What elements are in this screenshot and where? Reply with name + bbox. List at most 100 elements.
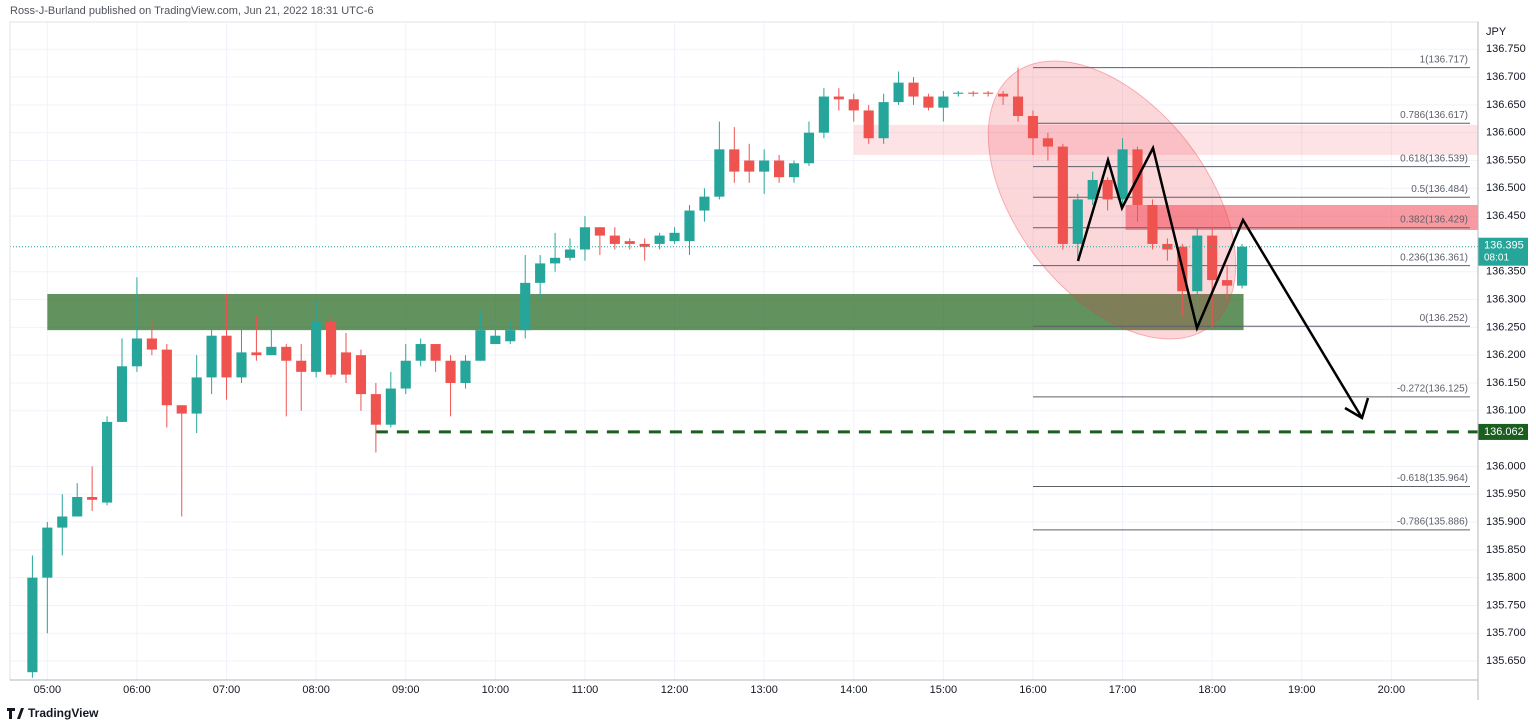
candle-body xyxy=(1027,116,1039,139)
zones xyxy=(47,124,1478,331)
candle-body xyxy=(221,335,232,378)
x-tick-label: 17:00 xyxy=(1109,684,1137,696)
candle-body xyxy=(311,321,322,372)
candle-body xyxy=(87,497,98,500)
y-tick-label: 136.300 xyxy=(1486,293,1526,305)
y-tick-label: 136.350 xyxy=(1486,266,1526,278)
x-tick-label: 18:00 xyxy=(1198,684,1226,696)
target-price-label: 136.062 xyxy=(1484,426,1524,438)
x-tick-label: 06:00 xyxy=(123,684,151,696)
candle-body xyxy=(57,516,68,528)
candle-body xyxy=(236,352,247,378)
fib-label: 0.5(136.484) xyxy=(1411,184,1468,195)
candle-body xyxy=(146,338,157,350)
candle-body xyxy=(654,235,665,244)
candle-body xyxy=(803,132,815,164)
zone xyxy=(47,293,1244,331)
y-tick-label: 135.700 xyxy=(1486,627,1526,639)
candle-body xyxy=(400,360,411,389)
x-tick-label: 05:00 xyxy=(34,684,62,696)
candle-body xyxy=(161,349,172,406)
y-tick-label: 135.950 xyxy=(1486,488,1526,500)
candle-body xyxy=(624,241,635,244)
y-tick-label: 136.100 xyxy=(1486,405,1526,417)
y-tick-label: 136.500 xyxy=(1486,182,1526,194)
axes: 136.750 136.700 136.650 136.600 136.550 136.5… xyxy=(34,43,1528,696)
candle-body xyxy=(445,360,456,383)
y-tick-label: 135.750 xyxy=(1486,599,1526,611)
arrow-head xyxy=(1344,397,1370,420)
candle-body xyxy=(191,377,202,414)
x-tick-label: 16:00 xyxy=(1019,684,1047,696)
candle-body xyxy=(1042,138,1053,147)
candle-body xyxy=(415,344,426,361)
candle-body xyxy=(251,352,262,356)
fib-label: 0.236(136.361) xyxy=(1400,252,1468,263)
candle-body xyxy=(923,96,934,108)
y-tick-label: 136.450 xyxy=(1486,210,1526,222)
y-tick-label: 136.000 xyxy=(1486,460,1526,472)
x-tick-label: 10:00 xyxy=(482,684,510,696)
candle-body xyxy=(968,92,979,94)
y-tick-label: 136.250 xyxy=(1486,321,1526,333)
candle-body xyxy=(176,405,187,414)
fib-label: 0.618(136.539) xyxy=(1400,153,1468,164)
x-tick-label: 14:00 xyxy=(840,684,868,696)
candle-body xyxy=(475,330,486,361)
logo xyxy=(7,708,24,719)
fib-label: 1(136.717) xyxy=(1420,54,1468,65)
candle-body xyxy=(460,360,471,383)
last-price-box xyxy=(1478,237,1528,266)
candle-body xyxy=(878,102,889,139)
y-tick-label: 136.150 xyxy=(1486,377,1526,389)
candle-body xyxy=(490,335,501,345)
candle-body xyxy=(998,93,1009,97)
candle-body xyxy=(550,257,561,264)
y-tick-label: 136.700 xyxy=(1486,71,1526,83)
candle-body xyxy=(759,160,770,172)
y-tick-label: 136.750 xyxy=(1486,43,1526,55)
candle-body xyxy=(42,527,53,578)
x-tick-label: 13:00 xyxy=(750,684,778,696)
zone xyxy=(853,124,1478,155)
candle-body xyxy=(1162,243,1173,250)
candle-body xyxy=(72,497,83,517)
y-tick-label: 136.550 xyxy=(1486,154,1526,166)
candle-body xyxy=(101,421,113,503)
pattern-path xyxy=(1076,144,1364,419)
candle-body xyxy=(833,96,844,100)
y-tick-label: 136.650 xyxy=(1486,99,1526,111)
fib-label: -0.786(135.886) xyxy=(1397,516,1468,527)
x-tick-label: 08:00 xyxy=(302,684,330,696)
candle-body xyxy=(1192,235,1203,292)
candle-body xyxy=(938,96,949,108)
candle-body xyxy=(206,335,217,378)
footer: TradingView xyxy=(28,706,99,720)
candle-body xyxy=(564,249,576,258)
candle-body xyxy=(1236,246,1248,286)
candle-body xyxy=(594,227,605,236)
candle-body xyxy=(1117,149,1128,200)
candle-body xyxy=(281,346,292,361)
y-tick-label: 136.200 xyxy=(1486,349,1526,361)
candle-body xyxy=(505,330,516,342)
fib-label: -0.272(136.125) xyxy=(1397,384,1468,395)
candle-body xyxy=(1012,96,1024,116)
x-tick-label: 20:00 xyxy=(1378,684,1406,696)
candle-body xyxy=(520,282,531,331)
candle-body xyxy=(430,344,441,361)
candle-body xyxy=(116,366,128,422)
fib-label: 0.786(136.617) xyxy=(1400,110,1468,121)
candle-body xyxy=(609,235,620,244)
candle-body xyxy=(669,232,680,242)
candle-body xyxy=(983,92,994,94)
candle-body xyxy=(1087,179,1098,200)
candle-body xyxy=(27,577,38,673)
candle-body xyxy=(774,160,785,178)
candle-body xyxy=(788,163,800,178)
y-tick-label: 136.600 xyxy=(1486,127,1526,139)
candle-body xyxy=(908,82,919,97)
candle-body xyxy=(355,355,367,395)
